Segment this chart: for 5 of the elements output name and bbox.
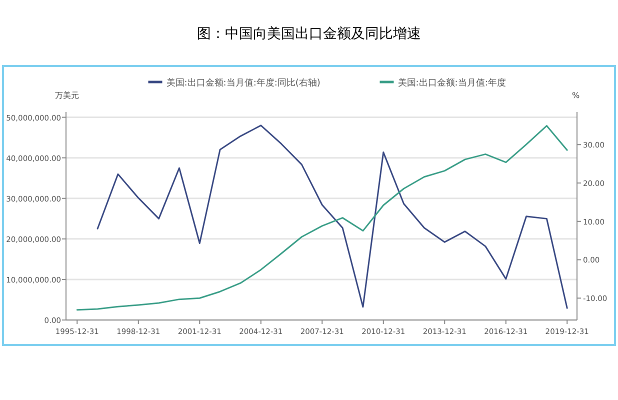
- chart-title: 图：中国向美国出口金额及同比增速: [197, 26, 421, 42]
- legend-label: 美国:出口金额:当月值:年度: [398, 78, 506, 88]
- legend-label: 美国:出口金额:当月值:年度:同比(右轴): [166, 78, 320, 88]
- y2-axis-title: %: [572, 91, 580, 100]
- y-axis-title: 万美元: [55, 91, 79, 100]
